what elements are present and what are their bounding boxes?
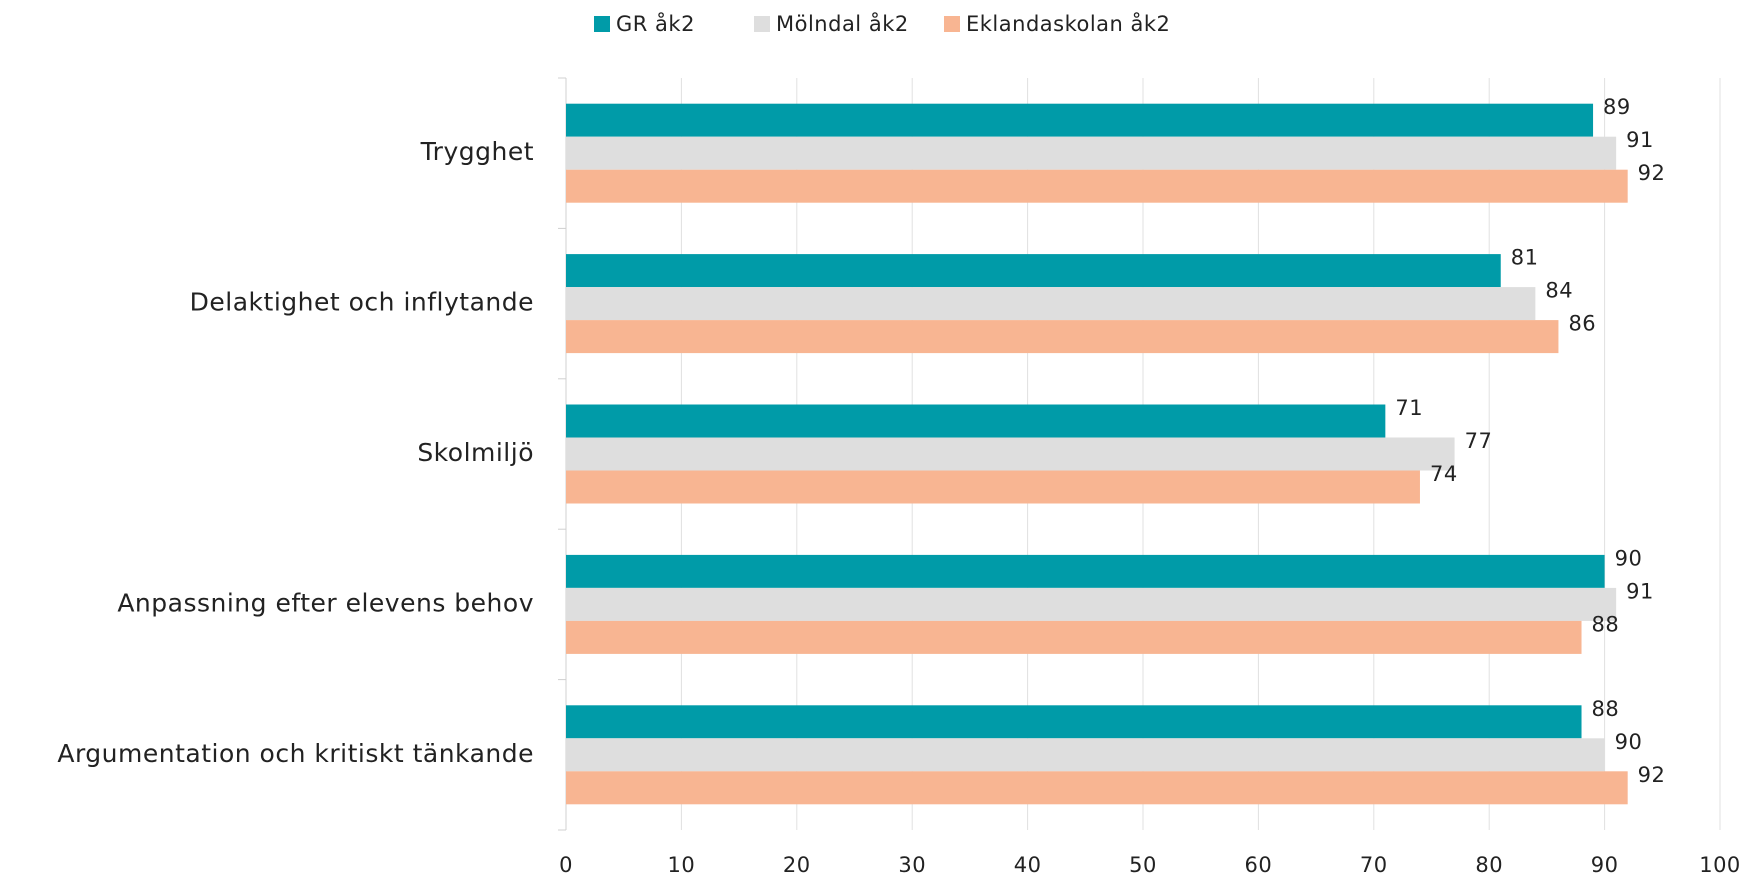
legend-label: Eklandaskolan åk2 — [966, 11, 1170, 36]
data-label: 89 — [1603, 95, 1631, 119]
bar — [566, 287, 1536, 321]
data-label: 84 — [1545, 279, 1573, 303]
data-label: 71 — [1395, 396, 1423, 420]
bar — [566, 620, 1582, 654]
bar — [566, 404, 1386, 438]
bar — [566, 437, 1455, 471]
x-tick-label: 80 — [1475, 853, 1503, 877]
bar — [566, 705, 1582, 739]
bar — [566, 554, 1605, 588]
data-label: 91 — [1626, 128, 1654, 152]
x-tick-label: 0 — [559, 853, 573, 877]
legend-swatch — [944, 16, 960, 32]
data-label: 74 — [1430, 462, 1458, 486]
data-label: 88 — [1592, 612, 1620, 636]
legend-swatch — [594, 16, 610, 32]
data-label: 90 — [1615, 730, 1643, 754]
bar — [566, 254, 1501, 288]
y-tick-label: Anpassning efter elevens behov — [117, 588, 534, 617]
x-tick-label: 90 — [1591, 853, 1619, 877]
x-tick-label: 40 — [1014, 853, 1042, 877]
data-label: 77 — [1465, 429, 1493, 453]
data-label: 81 — [1511, 246, 1539, 270]
data-label: 90 — [1615, 546, 1643, 570]
x-tick-label: 10 — [668, 853, 696, 877]
legend-label: GR åk2 — [616, 11, 695, 36]
legend-swatch — [754, 16, 770, 32]
bar — [566, 771, 1628, 805]
bar — [566, 738, 1605, 772]
y-tick-label: Skolmiljö — [417, 438, 534, 467]
data-label: 86 — [1568, 312, 1596, 336]
x-tick-label: 50 — [1129, 853, 1157, 877]
x-tick-label: 30 — [898, 853, 926, 877]
data-label: 91 — [1626, 579, 1654, 603]
bar — [566, 136, 1617, 170]
data-label: 92 — [1638, 763, 1666, 787]
bar — [566, 587, 1617, 621]
data-label: 88 — [1592, 697, 1620, 721]
legend-label: Mölndal åk2 — [776, 11, 909, 36]
x-tick-label: 20 — [783, 853, 811, 877]
bar — [566, 470, 1420, 504]
bar — [566, 103, 1594, 137]
y-tick-label: Argumentation och kritiskt tänkande — [57, 739, 534, 768]
data-label: 92 — [1638, 161, 1666, 185]
bar — [566, 169, 1628, 203]
y-tick-label: Trygghet — [420, 137, 534, 166]
x-tick-label: 70 — [1360, 853, 1388, 877]
y-tick-label: Delaktighet och inflytande — [190, 288, 534, 317]
x-tick-label: 60 — [1245, 853, 1273, 877]
x-tick-label: 100 — [1699, 853, 1741, 877]
bar — [566, 320, 1559, 354]
